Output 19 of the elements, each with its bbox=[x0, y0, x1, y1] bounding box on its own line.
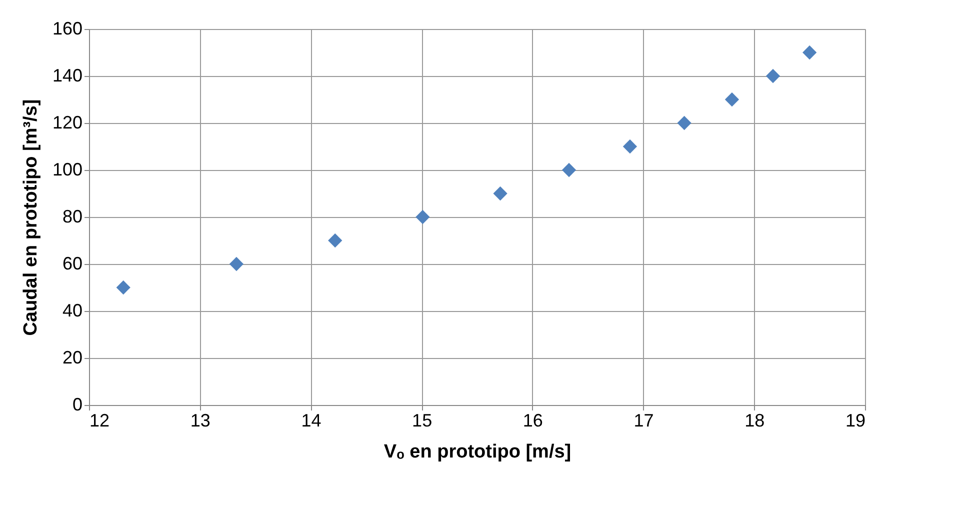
x-tick-label: 17 bbox=[634, 410, 654, 430]
y-tick-label: 40 bbox=[62, 300, 82, 320]
y-tick-label: 120 bbox=[52, 112, 82, 132]
y-tick-label: 0 bbox=[72, 394, 82, 414]
x-tick-label: 13 bbox=[190, 410, 210, 430]
y-tick-label: 60 bbox=[62, 254, 82, 274]
y-tick-label: 160 bbox=[52, 18, 82, 38]
y-tick-label: 100 bbox=[52, 160, 82, 180]
x-tick-label: 12 bbox=[90, 410, 110, 430]
x-axis-title: Vₒ en prototipo [m/s] bbox=[384, 442, 572, 462]
x-tick-label: 15 bbox=[412, 410, 432, 430]
x-tick-label: 14 bbox=[301, 410, 322, 430]
y-tick-label: 80 bbox=[62, 206, 82, 226]
y-tick-label: 20 bbox=[62, 348, 82, 368]
y-axis-title: Caudal en prototipo [m³/s] bbox=[20, 99, 42, 336]
y-tick-label: 140 bbox=[52, 66, 82, 86]
x-tick-label: 16 bbox=[522, 410, 543, 430]
x-tick-label: 19 bbox=[845, 410, 866, 430]
x-tick-label: 18 bbox=[744, 410, 765, 430]
